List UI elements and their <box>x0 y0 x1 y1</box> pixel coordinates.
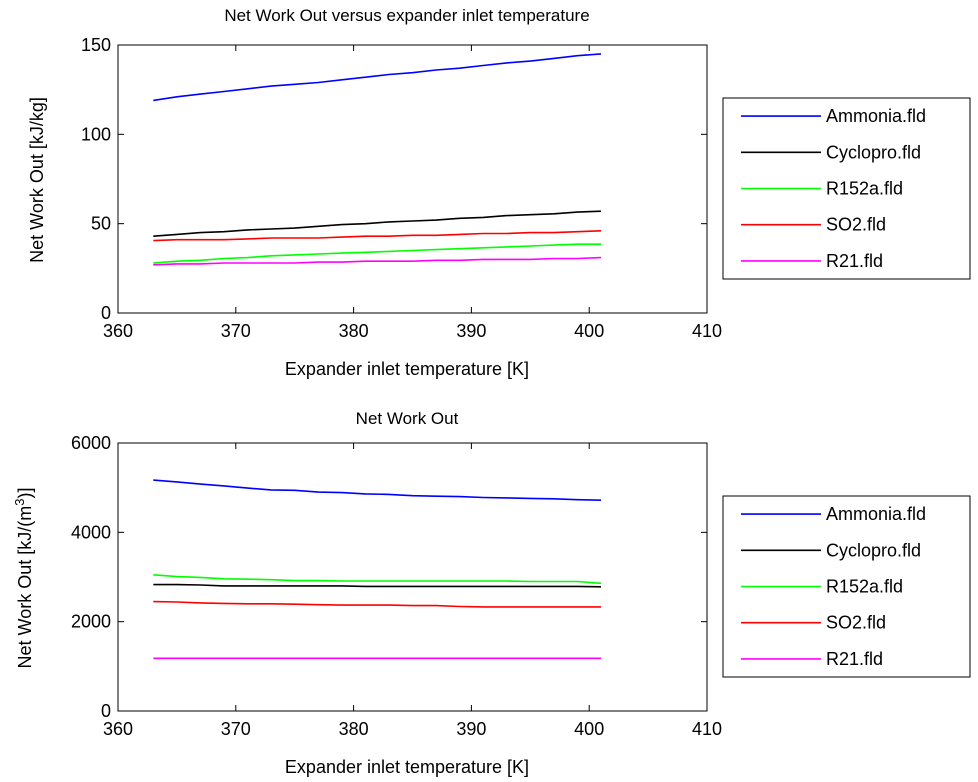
plot-area: 360 370 380 390 400 410 0 2000 4000 6000 <box>71 433 722 739</box>
y-tick-label: 150 <box>81 35 111 55</box>
y-tick-label: 4000 <box>71 522 111 542</box>
legend-label: R152a.fld <box>826 577 903 597</box>
x-tick-label: 380 <box>339 321 369 341</box>
x-tick-label: 410 <box>692 719 722 739</box>
series-line-ammonia-fld <box>153 479 602 501</box>
legend-label: Ammonia.fld <box>826 106 926 126</box>
x-tick-label: 400 <box>574 321 604 341</box>
legend: Ammonia.fld Cyclopro.fld R152a.fld SO2.fld R… <box>722 495 971 678</box>
series-line-so2-fld <box>153 230 602 242</box>
y-axis-label-superscript: 3 <box>12 499 27 506</box>
chart-net-work-per-mass: Net Work Out versus expander inlet tempe… <box>27 6 971 379</box>
axes-box <box>117 44 708 314</box>
y-tick-label: 0 <box>101 701 111 721</box>
series-line-r21-fld <box>153 256 602 266</box>
legend-label: Ammonia.fld <box>826 504 926 524</box>
x-axis-label: Expander inlet temperature [K] <box>285 757 529 777</box>
legend: Ammonia.fld Cyclopro.fld R152a.fld SO2.fld R… <box>722 97 971 280</box>
legend-label: R152a.fld <box>826 179 903 199</box>
legend-label: R21.fld <box>826 649 883 669</box>
x-tick-label: 390 <box>456 719 486 739</box>
x-tick-label: 370 <box>221 321 251 341</box>
legend-label: Cyclopro.fld <box>826 142 921 162</box>
x-tick-label: 410 <box>692 321 722 341</box>
x-tick-label: 370 <box>221 719 251 739</box>
y-tick-label: 2000 <box>71 612 111 632</box>
series-line-ammonia-fld <box>153 53 602 102</box>
y-axis-label: Net Work Out [kJ/kg] <box>27 97 47 263</box>
x-tick-label: 360 <box>103 321 133 341</box>
axes-box <box>117 442 708 712</box>
plot-area: 360 370 380 390 400 410 0 50 100 150 <box>81 35 722 341</box>
series-line-r152a-fld <box>153 243 601 264</box>
legend-label: SO2.fld <box>826 613 886 633</box>
x-tick-label: 390 <box>456 321 486 341</box>
chart-net-work-per-volume: Net Work Out 360 370 380 390 400 410 0 2000 4000… <box>12 409 971 777</box>
series-line-cyclopro-fld <box>153 210 602 237</box>
chart-title: Net Work Out versus expander inlet tempe… <box>224 6 589 25</box>
y-axis-label: Net Work Out [kJ/(m3)] <box>12 488 35 669</box>
legend-label: R21.fld <box>826 251 883 271</box>
x-axis-label: Expander inlet temperature [K] <box>285 359 529 379</box>
x-tick-label: 360 <box>103 719 133 739</box>
y-tick-label: 6000 <box>71 433 111 453</box>
x-tick-label: 400 <box>574 719 604 739</box>
y-tick-label: 100 <box>81 124 111 144</box>
chart-title: Net Work Out <box>356 409 459 428</box>
x-tick-label: 380 <box>339 719 369 739</box>
y-axis-label-suffix: )] <box>15 488 35 499</box>
series-line-so2-fld <box>153 600 601 608</box>
legend-label: Cyclopro.fld <box>826 540 921 560</box>
y-tick-label: 0 <box>101 303 111 323</box>
legend-label: SO2.fld <box>826 215 886 235</box>
series-line-cyclopro-fld <box>153 583 602 588</box>
y-axis-label-main: Net Work Out [kJ/(m <box>15 506 35 669</box>
y-tick-label: 50 <box>91 214 111 234</box>
series-line-r152a-fld <box>153 574 602 585</box>
